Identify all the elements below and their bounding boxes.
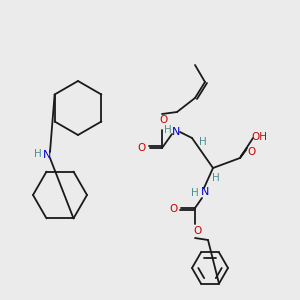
Text: O: O [194, 226, 202, 236]
Text: O: O [170, 204, 178, 214]
Text: N: N [172, 127, 180, 137]
Text: N: N [201, 187, 209, 197]
Text: O: O [138, 143, 146, 153]
Text: H: H [164, 125, 172, 135]
Text: H: H [34, 149, 42, 159]
Text: O: O [159, 115, 167, 125]
Text: OH: OH [251, 132, 267, 142]
Text: O: O [247, 147, 255, 157]
Text: H: H [212, 173, 220, 183]
Text: H: H [199, 137, 207, 147]
Text: N: N [43, 150, 51, 160]
Text: H: H [191, 188, 199, 198]
